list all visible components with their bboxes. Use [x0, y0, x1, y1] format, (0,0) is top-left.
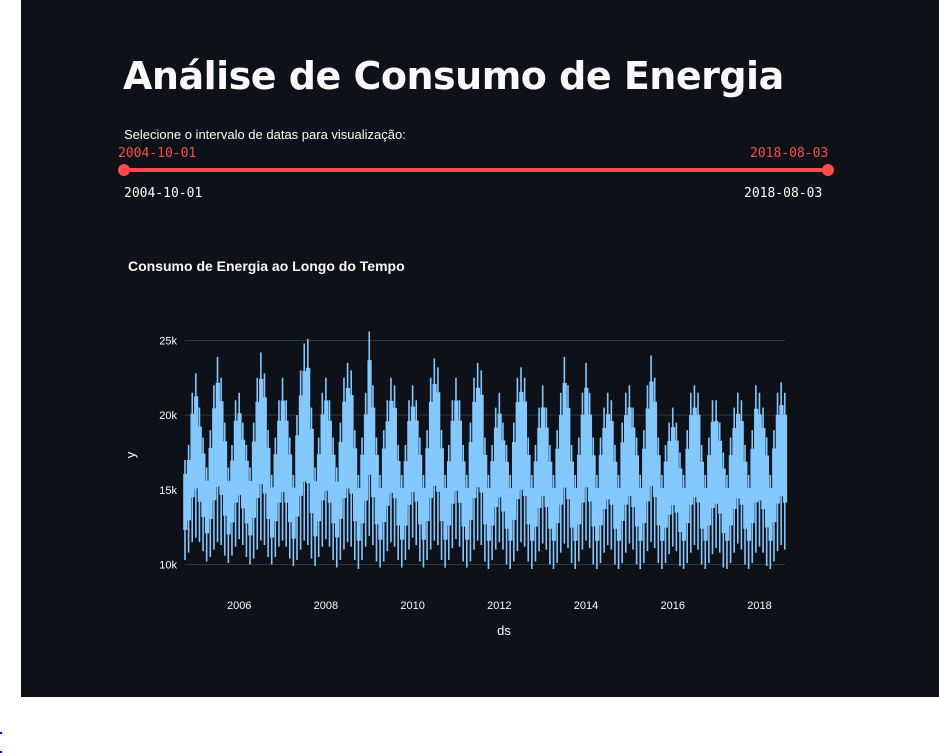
page-title: Análise de Consumo de Energia — [123, 54, 784, 98]
y-tick-label: 15k — [159, 485, 177, 497]
x-tick-label: 2008 — [314, 600, 338, 612]
y-axis-ticks: 10k 15k 20k 25k — [159, 335, 177, 571]
slider-max-label: 2018-08-03 — [744, 186, 823, 201]
x-tick-label: 2006 — [227, 600, 251, 612]
slider-end-value: 2018-08-03 — [750, 146, 829, 161]
slider-end-thumb[interactable] — [822, 164, 834, 176]
y-tick-label: 20k — [159, 410, 177, 422]
x-tick-label: 2010 — [400, 600, 424, 612]
date-range-slider-track[interactable] — [124, 168, 828, 172]
x-axis-label: ds — [497, 623, 511, 638]
y-axis-label: y — [123, 451, 138, 458]
app-main: Análise de Consumo de Energia Selecione … — [21, 0, 939, 697]
chart-title: Consumo de Energia ao Longo do Tempo — [128, 258, 405, 274]
x-tick-label: 2014 — [574, 600, 598, 612]
slider-start-value: 2004-10-01 — [118, 146, 197, 161]
y-tick-label: 25k — [159, 335, 177, 347]
chart-plot-area — [183, 331, 788, 570]
slider-min-label: 2004-10-01 — [124, 186, 203, 201]
x-tick-label: 2016 — [661, 600, 685, 612]
y-tick-label: 10k — [159, 560, 177, 572]
date-slider-label: Selecione o intervalo de datas para visu… — [124, 127, 406, 142]
x-tick-label: 2012 — [487, 600, 511, 612]
slider-start-thumb[interactable] — [118, 164, 130, 176]
stray-pixel — [0, 732, 2, 734]
x-axis-ticks: 2006 2008 2010 2012 2014 2016 2018 — [227, 600, 772, 612]
x-tick-label: 2018 — [747, 600, 771, 612]
energy-line-chart[interactable]: 10k 15k 20k 25k 2006 2008 2010 2012 2014 2016 201… — [121, 300, 841, 650]
stray-pixel — [0, 751, 2, 753]
